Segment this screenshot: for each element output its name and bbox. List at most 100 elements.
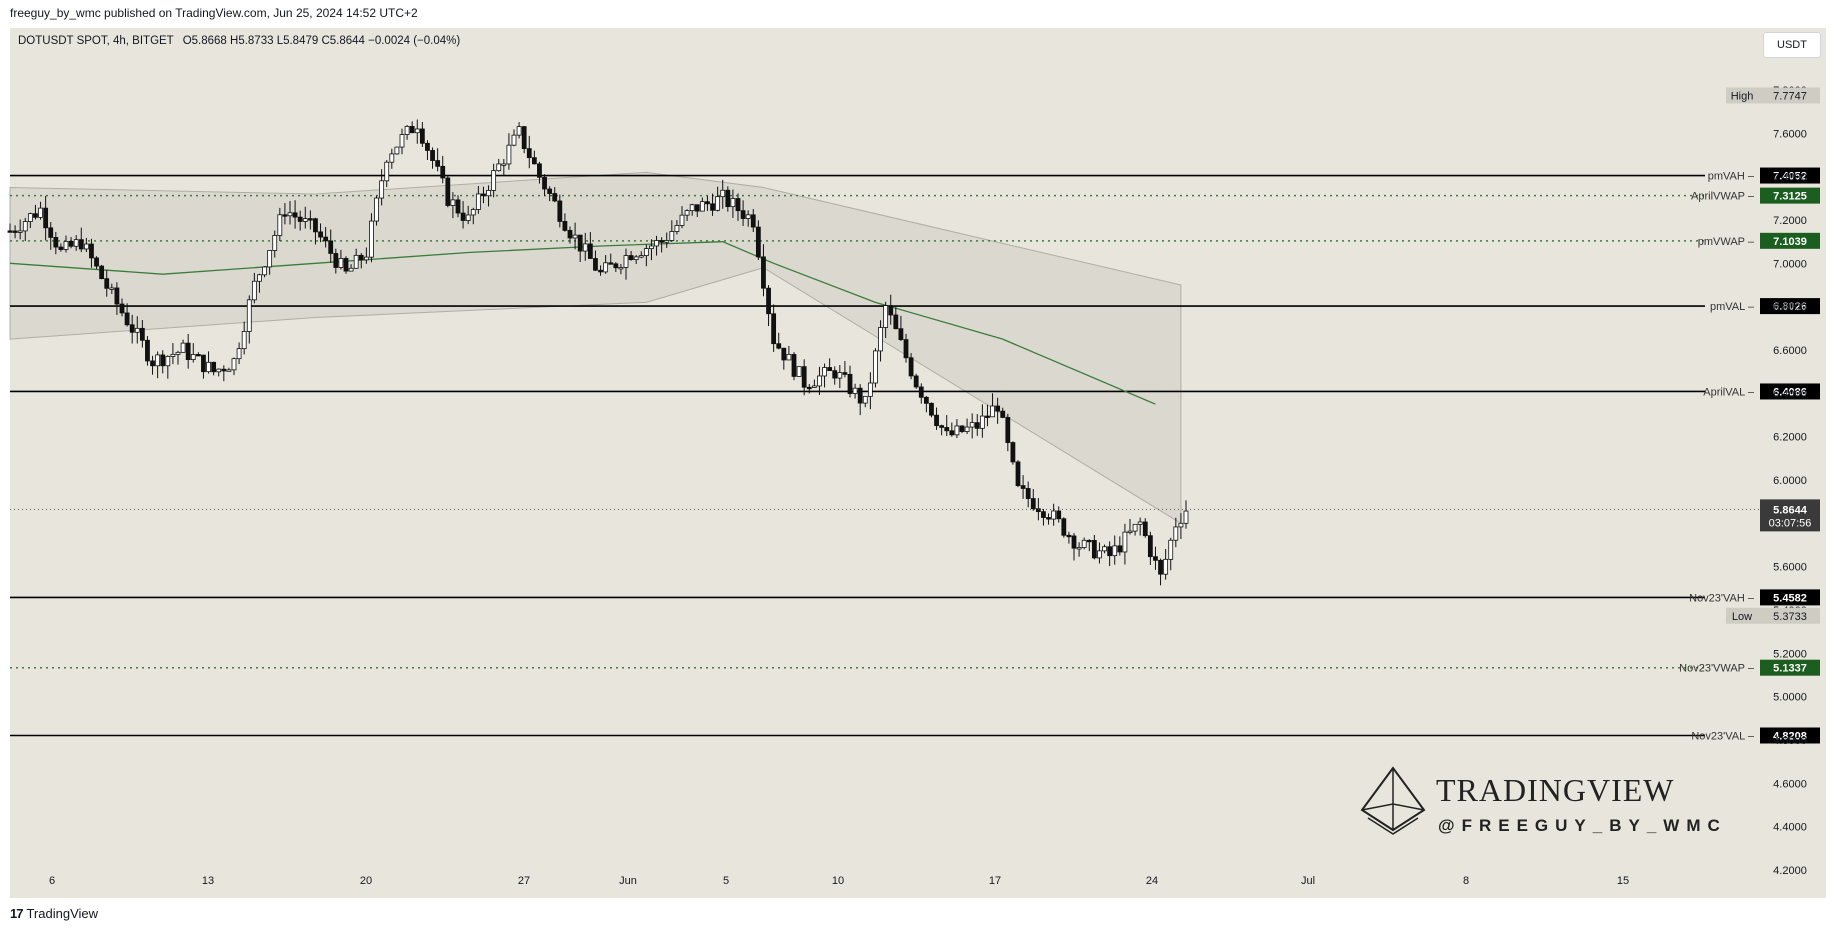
candle-body (959, 425, 965, 432)
candle-body (537, 163, 542, 178)
footer-brand[interactable]: 17 TradingView (10, 906, 98, 921)
watermark-logo-icon (1360, 766, 1426, 835)
candle-body (923, 396, 929, 404)
candle-body (593, 258, 598, 271)
candle-body (119, 303, 125, 314)
candle-body (786, 354, 792, 361)
candle-body (440, 165, 446, 179)
candle-body (1076, 547, 1082, 550)
candle-body (684, 210, 690, 216)
candle-body (857, 387, 863, 404)
candle-body (694, 204, 700, 212)
candle-body (27, 213, 33, 222)
candle-body (664, 240, 670, 243)
level-label-1: AprilVWAP – (1691, 191, 1755, 203)
level-value-6: 5.1337 (1773, 663, 1807, 675)
candle-body (302, 218, 308, 222)
candle-body (781, 347, 787, 361)
candle-body (669, 231, 675, 241)
candle-body (374, 197, 379, 222)
candle-body (338, 258, 344, 268)
candle-body (425, 142, 430, 151)
candle-body (898, 328, 904, 341)
candle-body (185, 342, 191, 361)
candle-body (353, 254, 359, 269)
level-value-0: 7.4052 (1773, 171, 1807, 183)
price-tick-label: 4.2000 (1773, 865, 1807, 877)
candle-body (587, 243, 593, 259)
candle-countdown: 03:07:56 (1769, 517, 1812, 529)
candle-body (679, 214, 685, 226)
candle-body (990, 405, 995, 418)
candle-body (1005, 417, 1011, 443)
candle-body (139, 327, 145, 341)
candle-body (109, 287, 115, 290)
tradingview-logo-icon: 17 (10, 906, 24, 921)
candle-body (562, 221, 568, 231)
candle-body (445, 177, 451, 206)
candle-body (1158, 559, 1163, 575)
candle-body (699, 201, 705, 212)
candle-body (287, 212, 293, 217)
candle-body (68, 240, 74, 247)
candle-body (114, 287, 120, 305)
candle-body (1081, 539, 1087, 548)
candle-body (715, 196, 721, 211)
price-tick-label: 6.6000 (1773, 345, 1807, 357)
level-badge-2 (1760, 232, 1820, 249)
candle-body (1117, 545, 1123, 553)
candle-body (771, 313, 777, 345)
candle-body (628, 255, 634, 261)
candle-body (394, 146, 400, 155)
currency-button[interactable]: USDT (1763, 32, 1821, 58)
candle-body (236, 348, 242, 360)
candle-body (577, 234, 583, 252)
candle-body (985, 415, 990, 418)
candle-body (761, 256, 766, 289)
level-badge-5 (1760, 589, 1820, 606)
candle-body (969, 422, 975, 428)
candle-body (201, 354, 206, 373)
candle-body (750, 214, 756, 228)
candle-body (542, 176, 547, 190)
candle-body (1122, 531, 1128, 553)
candle-body (363, 256, 369, 261)
candle-body (180, 342, 186, 353)
candle-body (241, 331, 247, 350)
current-price-value: 5.8644 (1773, 504, 1808, 516)
price-tick-label: 7.4000 (1773, 172, 1807, 184)
symbol-name[interactable]: DOTUSDT SPOT, 4h, BITGET (18, 35, 174, 47)
low-marker-label: Low (1732, 611, 1752, 623)
low-marker-value: 5.3733 (1773, 611, 1807, 623)
candle-body (160, 354, 166, 367)
candle-body (964, 426, 970, 432)
candle-body (277, 214, 283, 236)
candle-body (822, 367, 827, 377)
candle-body (53, 237, 59, 248)
candle-body (888, 305, 894, 316)
level-badge-3 (1760, 298, 1820, 315)
candle-body (486, 190, 491, 197)
price-tick-label: 6.8000 (1773, 302, 1807, 314)
time-tick-label: 5 (723, 875, 729, 887)
candle-body (22, 221, 28, 232)
price-tick-label: 6.4000 (1773, 388, 1807, 400)
candle-body (104, 278, 110, 289)
chart-area[interactable] (10, 28, 1826, 898)
candle-body (1020, 485, 1026, 489)
price-tick-label: 7.2000 (1773, 215, 1807, 227)
level-badge-7 (1760, 727, 1820, 744)
candle-body (929, 402, 934, 416)
candle-body (48, 227, 54, 238)
high-marker-value: 7.7747 (1773, 90, 1807, 102)
candle-body (776, 343, 782, 349)
high-marker (1726, 87, 1820, 104)
candle-body (333, 253, 339, 268)
candle-body (470, 209, 476, 216)
candle-body (1112, 545, 1118, 557)
level-badge-1 (1760, 187, 1820, 204)
price-tick-label: 4.6000 (1773, 778, 1807, 790)
candle-body (755, 226, 761, 258)
level-label-5: Nov23'VAH – (1689, 592, 1755, 604)
watermark-handle: @FREEGUY_BY_WMC (1438, 816, 1727, 835)
